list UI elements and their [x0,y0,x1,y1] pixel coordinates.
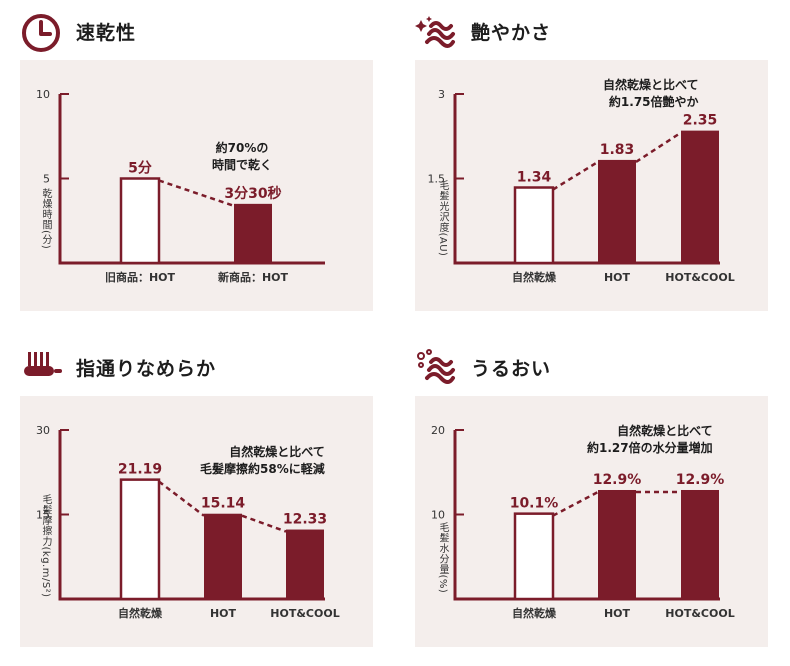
clock-icon [22,14,60,52]
shiny-hair-icon [415,16,455,48]
bar-chart: 1.5 3 1.34 自然乾燥 1.83 HOT 2.35 HOT&COOL [428,88,735,284]
category-label: 新商品：HOT [218,270,289,284]
y-tick-label: 10 [431,509,445,522]
bar-value-label: 12.9% [593,472,642,488]
category-label: HOT&COOL [665,607,734,620]
panel-header: 指通りなめらか [20,344,395,392]
comb-icon [24,352,62,376]
dashed-connector [158,179,235,208]
bar-value-label: 10.1% [510,496,559,512]
bar [286,529,324,599]
chart-annotation: 約70%の 時間で乾く [212,141,273,172]
dashed-connector [635,131,682,163]
panel-title: うるおい [471,358,552,380]
panel-smooth: 指通りなめらか 15 30 21.19 自然乾燥 15.14 HOT 12.33 HOT&CO… [20,344,395,654]
dashed-connector [552,160,599,191]
bar-value-label: 1.83 [600,142,635,158]
dashed-connector [552,490,599,517]
category-label: HOT [604,271,631,284]
bar [119,177,161,265]
bar-value-label: 12.9% [676,472,725,488]
chart-annotation: 自然乾燥と比べて 約1.75倍艶やか [603,78,699,109]
panel-header: 速乾性 [20,8,395,56]
y-tick-label: 1.5 [428,173,446,186]
chart-area: 5 10 5分旧商品：HOT 3分30秒新商品：HOT 乾燥時間(分) 約70%の 時… [20,60,373,311]
y-axis-label: 乾燥時間(分) [40,188,51,250]
bar-chart: 15 30 21.19 自然乾燥 15.14 HOT 12.33 HOT&COOL [36,424,340,620]
bar-value-label: 12.33 [283,512,327,528]
category-label: HOT [604,607,631,620]
bar [204,513,242,599]
category-label: HOT&COOL [270,607,339,620]
bar [598,159,636,263]
panel-gloss: 艶やかさ 1.5 3 1.34 自然乾燥 1.83 HOT 2.35 HOT&COOL 毛髪光… [415,8,790,318]
category-label: 旧商品：HOT [105,270,176,284]
bar-value-label: 1.34 [517,170,552,186]
panel-header: 艶やかさ [415,8,790,56]
moist-hair-icon [417,349,455,384]
y-axis-label: 毛髪水分量(%) [437,522,448,594]
category-label: HOT [210,607,237,620]
panel-moisture: うるおい 10 20 10.1% 自然乾燥 12.9% HOT 12.9% HOT&COOL … [415,344,790,654]
bar [598,489,636,599]
panel-quick-dry: 速乾性 5 10 5分旧商品：HOT 3分30秒新商品：HOT 乾燥時間(分) 約70… [20,8,395,318]
category-label: 自然乾燥 [118,606,163,620]
category-label: 自然乾燥 [512,606,557,620]
bar-value-label: 21.19 [118,462,162,478]
y-tick-label: 5 [43,173,50,186]
y-tick-label: 3 [438,88,445,101]
bar [681,130,719,263]
bar [513,512,555,601]
bar [234,203,272,263]
bar [681,489,719,599]
chart-area: 10 20 10.1% 自然乾燥 12.9% HOT 12.9% HOT&COOL 毛髪水分量… [415,396,768,647]
bar [513,186,555,265]
y-tick-label: 15 [36,509,50,522]
bar-value-label: 15.14 [201,496,246,512]
y-axis-label: 毛髪摩擦力(kg.m/S²) [40,494,51,598]
dashed-connector [241,514,287,533]
y-tick-label: 20 [431,424,445,437]
y-axis-label: 毛髪光沢度(AU) [437,180,448,257]
category-label: 自然乾燥 [512,270,557,284]
bar [119,478,161,601]
bar-value-label: 3分30秒 [224,185,281,202]
bar-chart: 10 20 10.1% 自然乾燥 12.9% HOT 12.9% HOT&COOL [431,424,735,620]
panel-title: 指通りなめらか [76,358,217,380]
panel-title: 速乾性 [76,22,137,44]
chart-annotation: 自然乾燥と比べて 毛髪摩擦約58%に軽減 [200,445,325,476]
chart-annotation: 自然乾燥と比べて 約1.27倍の水分量増加 [587,424,713,455]
bar-value-label: 2.35 [683,113,718,129]
y-tick-label: 30 [36,424,50,437]
panel-title: 艶やかさ [471,22,552,44]
bar-value-label: 5分 [128,161,152,177]
y-tick-label: 10 [36,88,50,101]
category-label: HOT&COOL [665,271,734,284]
chart-area: 1.5 3 1.34 自然乾燥 1.83 HOT 2.35 HOT&COOL 毛髪光沢度(AU… [415,60,768,311]
chart-area: 15 30 21.19 自然乾燥 15.14 HOT 12.33 HOT&COOL 毛髪摩擦力… [20,396,373,647]
panel-header: うるおい [415,344,790,392]
dashed-connector [158,480,205,517]
